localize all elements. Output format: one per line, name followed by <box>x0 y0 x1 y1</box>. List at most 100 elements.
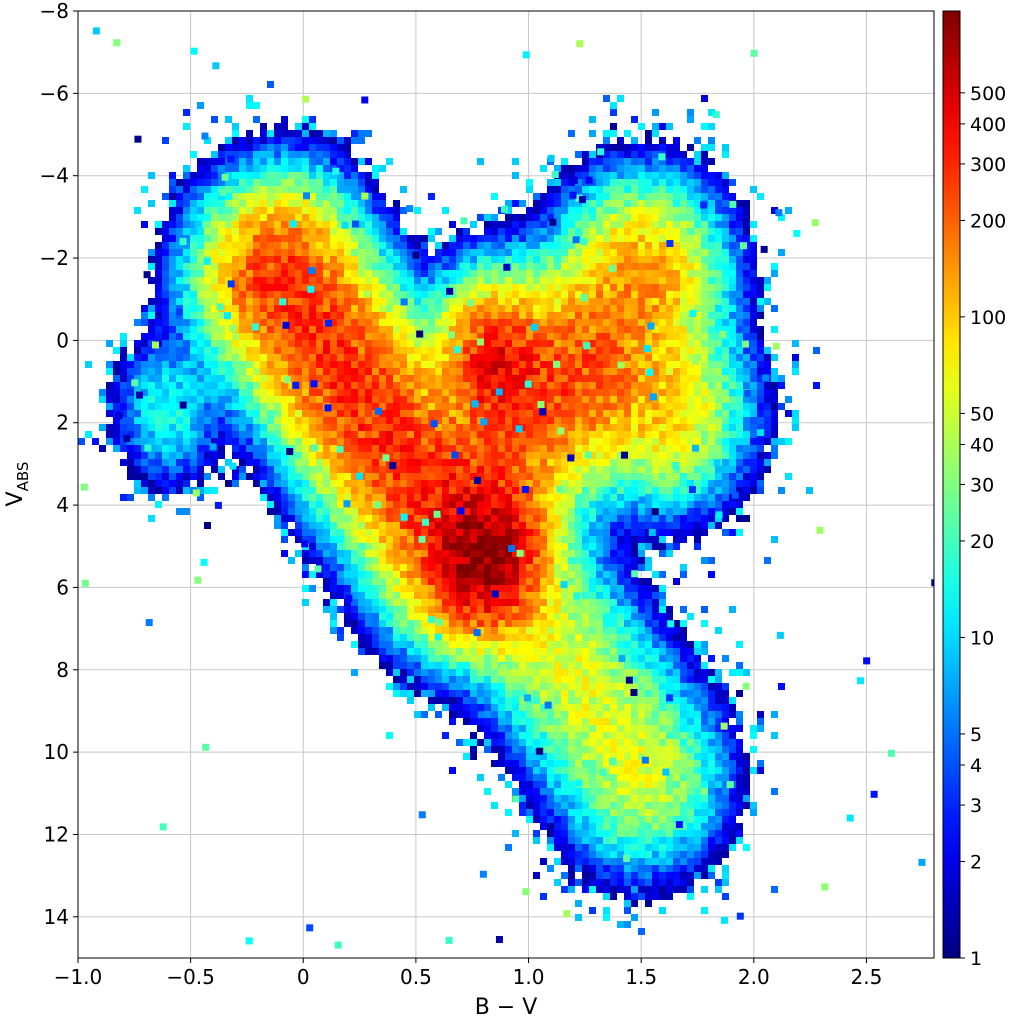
density-cell <box>169 410 176 417</box>
density-cell <box>421 354 428 361</box>
density-cell <box>330 151 337 158</box>
density-cell <box>162 375 169 382</box>
density-cell <box>225 375 232 382</box>
density-cell <box>477 487 484 494</box>
density-cell <box>561 452 568 459</box>
density-cell <box>190 242 197 249</box>
density-cell <box>575 732 582 739</box>
density-cell <box>484 655 491 662</box>
density-cell <box>519 284 526 291</box>
density-cell <box>358 620 365 627</box>
density-cell <box>484 382 491 389</box>
density-cell <box>302 347 309 354</box>
density-cell <box>540 263 547 270</box>
density-cell <box>484 676 491 683</box>
density-cell <box>393 242 400 249</box>
density-cell <box>365 312 372 319</box>
density-cell <box>274 151 281 158</box>
density-cell <box>183 256 190 263</box>
density-cell <box>197 361 204 368</box>
density-cell <box>449 676 456 683</box>
density-cell <box>449 445 456 452</box>
density-cell <box>610 340 617 347</box>
density-cell <box>575 543 582 550</box>
density-cell <box>337 228 344 235</box>
density-cell <box>533 634 540 641</box>
density-cell <box>162 242 169 249</box>
density-cell <box>421 550 428 557</box>
density-cell <box>547 648 554 655</box>
density-cell <box>120 403 127 410</box>
density-cell <box>477 410 484 417</box>
density-cell <box>169 403 176 410</box>
density-cell <box>274 186 281 193</box>
density-cell <box>400 648 407 655</box>
density-cell <box>456 662 463 669</box>
density-cell <box>463 473 470 480</box>
density-cell <box>260 228 267 235</box>
density-cell <box>414 361 421 368</box>
density-cell <box>253 466 260 473</box>
density-cell <box>463 711 470 718</box>
density-cell <box>568 277 575 284</box>
density-cell <box>344 403 351 410</box>
density-cell <box>547 627 554 634</box>
density-cell <box>435 270 442 277</box>
density-cell <box>589 235 596 242</box>
density-cell <box>484 697 491 704</box>
density-cell <box>491 221 498 228</box>
density-cell <box>239 326 246 333</box>
density-cell <box>491 627 498 634</box>
density-cell <box>358 221 365 228</box>
density-cell <box>162 382 169 389</box>
density-cell <box>505 466 512 473</box>
density-cell <box>449 235 456 242</box>
density-cell <box>358 578 365 585</box>
density-cell <box>120 361 127 368</box>
density-cell <box>617 676 624 683</box>
density-cell <box>575 438 582 445</box>
density-cell <box>330 333 337 340</box>
density-cell <box>379 529 386 536</box>
density-cell <box>330 452 337 459</box>
density-cell <box>400 466 407 473</box>
density-cell <box>421 368 428 375</box>
density-cell <box>540 774 547 781</box>
density-cell <box>351 137 358 144</box>
density-cell <box>435 641 442 648</box>
density-cell <box>344 480 351 487</box>
density-cell <box>589 158 596 165</box>
density-cell <box>505 347 512 354</box>
density-cell <box>512 788 519 795</box>
density-cell <box>442 522 449 529</box>
density-cell <box>155 368 162 375</box>
density-cell <box>575 207 582 214</box>
density-cell <box>617 788 624 795</box>
density-cell <box>512 228 519 235</box>
density-cell <box>260 396 267 403</box>
density-cell <box>484 522 491 529</box>
density-cell <box>246 270 253 277</box>
density-cell <box>176 361 183 368</box>
density-cell <box>232 214 239 221</box>
density-cell <box>274 452 281 459</box>
density-cell <box>491 487 498 494</box>
density-cell <box>442 669 449 676</box>
density-cell <box>379 228 386 235</box>
density-cell <box>379 368 386 375</box>
density-cell <box>463 445 470 452</box>
density-cell <box>120 368 127 375</box>
density-cell <box>316 361 323 368</box>
density-cell <box>260 179 267 186</box>
density-cell <box>414 424 421 431</box>
density-cell <box>484 340 491 347</box>
density-cell <box>435 291 442 298</box>
density-cell <box>533 515 540 522</box>
density-cell <box>267 459 274 466</box>
density-cell <box>547 788 554 795</box>
density-cell <box>302 151 309 158</box>
density-cell <box>414 445 421 452</box>
density-cell <box>372 529 379 536</box>
density-cell <box>540 858 547 865</box>
density-cell <box>421 410 428 417</box>
